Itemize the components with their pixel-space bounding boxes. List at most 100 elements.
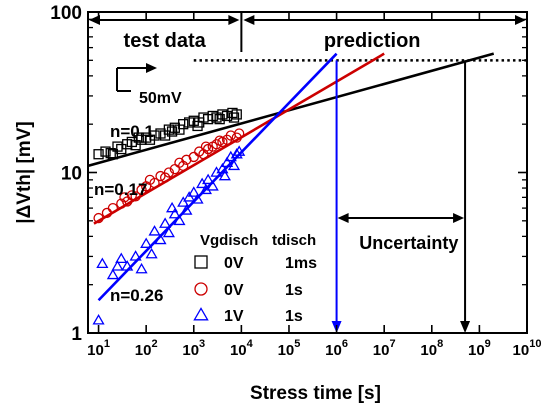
- data-point-square: [231, 109, 242, 120]
- x-axis-title: Stress time [s]: [250, 383, 381, 404]
- x-tick-label: 102: [135, 338, 158, 359]
- x-tick-label: 107: [373, 338, 396, 359]
- fit-line-triangle: [97, 52, 338, 302]
- data-point-triangle: [180, 204, 193, 215]
- data-point-circle: [163, 167, 175, 178]
- x-tick-label-base: 10: [420, 342, 437, 359]
- data-point-triangle: [199, 183, 212, 195]
- legend-header-vgdisch: Vgdisch: [200, 232, 258, 249]
- data-point-circle: [188, 151, 199, 163]
- data-point-triangle: [168, 207, 181, 219]
- x-tick-label: 106: [325, 338, 348, 359]
- data-point-circle: [181, 154, 192, 165]
- legend-vgdisch-square: 0V: [224, 255, 244, 272]
- data-point-triangle: [227, 159, 241, 171]
- x-tick-label: 108: [420, 338, 443, 359]
- prediction-arrow-head-right: [515, 15, 526, 25]
- data-point-triangle: [111, 260, 124, 271]
- data-point-triangle: [106, 268, 119, 280]
- x-tick-label-exponent: 5: [294, 338, 300, 350]
- data-point-circle: [126, 190, 137, 201]
- x-tick-label-base: 10: [182, 342, 199, 359]
- scale-bar-arrow-head: [146, 63, 157, 73]
- data-point-triangle: [165, 201, 179, 213]
- data-point-triangle: [218, 169, 231, 181]
- legend-marker-triangle: [193, 307, 209, 321]
- plot-frame: [87, 11, 528, 334]
- x-tick-label-base: 10: [230, 342, 247, 359]
- x-tick-label: 1010: [513, 338, 542, 359]
- annotations: test data prediction 50mV Uncertainty n=0.1 n…: [89, 12, 526, 333]
- x-tick-label-exponent: 1: [104, 338, 110, 350]
- x-tick-label-base: 10: [373, 342, 390, 359]
- data-point-circle: [155, 170, 166, 182]
- data-point-square: [211, 112, 222, 123]
- data-point-square: [166, 126, 178, 137]
- data-point-triangle: [202, 173, 215, 185]
- black-prediction-arrow-head: [460, 321, 471, 333]
- data-point-square: [207, 110, 218, 122]
- x-tick-label-exponent: 7: [389, 338, 395, 350]
- uncertainty-arrow-head-right: [453, 213, 465, 223]
- test-data-label: test data: [124, 30, 207, 52]
- data-point-triangle: [159, 217, 172, 228]
- plot-area: [88, 52, 527, 325]
- x-tick-label-exponent: 4: [247, 338, 254, 350]
- data-point-triangle: [145, 247, 158, 259]
- legend: Vgdisch tdisch 0V 1ms 0V 1s 1V 1s: [193, 232, 317, 325]
- data-point-square: [130, 140, 141, 151]
- x-tick-label-exponent: 2: [151, 338, 157, 350]
- data-point-square: [149, 130, 160, 141]
- data-point-square: [221, 110, 233, 122]
- data-point-square: [174, 124, 185, 135]
- data-point-triangle: [177, 196, 190, 207]
- x-tick-label-exponent: 6: [342, 338, 348, 350]
- data-point-triangle: [148, 225, 161, 236]
- plot-border: [87, 11, 528, 334]
- data-point-triangle: [115, 252, 128, 264]
- axes: 101 102 103 104 105 106 107 108 109 1010110100Str…: [14, 3, 541, 404]
- fit-label-square: n=0.1: [110, 122, 154, 141]
- scale-bar-label: 50mV: [139, 90, 182, 107]
- x-tick-label-base: 10: [278, 342, 295, 359]
- data-point-circle: [211, 139, 222, 150]
- data-point-square: [178, 119, 189, 130]
- y-tick-label: 100: [50, 3, 82, 24]
- legend-tdisch-square: 1ms: [285, 255, 317, 272]
- data-point-square: [192, 120, 203, 132]
- series-square: [93, 107, 242, 160]
- legend-header-tdisch: tdisch: [272, 232, 316, 249]
- data-point-circle: [144, 174, 156, 185]
- x-tick-label: 109: [468, 338, 491, 359]
- data-point-square: [100, 146, 111, 157]
- uncertainty-label: Uncertainty: [359, 233, 458, 253]
- data-point-triangle: [140, 237, 153, 248]
- data-point-triangle: [92, 314, 105, 325]
- data-point-triangle: [210, 166, 223, 177]
- x-tick-label-base: 10: [87, 342, 104, 359]
- x-tick-label-base: 10: [468, 342, 485, 359]
- data-point-triangle: [96, 257, 109, 269]
- x-tick-label-exponent: 3: [199, 338, 205, 350]
- data-point-circle: [214, 135, 225, 146]
- y-axis-title: |ΔVth| [mV]: [14, 121, 35, 223]
- legend-marker-square: [194, 255, 208, 269]
- data-point-square: [105, 147, 116, 159]
- data-point-square: [188, 115, 199, 126]
- data-point-square: [163, 124, 175, 135]
- prediction-arrow-head-left: [243, 15, 255, 25]
- x-tick-label: 103: [182, 338, 205, 359]
- y-tick-label: 10: [61, 164, 82, 185]
- data-point-circle: [119, 192, 130, 203]
- test-data-arrow-head-left: [89, 15, 100, 25]
- data-point-square: [228, 112, 240, 123]
- legend-tdisch-circle: 1s: [285, 282, 303, 299]
- x-tick-label: 101: [87, 338, 110, 359]
- x-tick-label-exponent: 10: [529, 338, 541, 350]
- x-tick-label-exponent: 9: [485, 338, 491, 350]
- test-data-arrow-head-right: [228, 15, 240, 25]
- data-point-triangle: [135, 262, 148, 274]
- x-tick-label-exponent: 8: [437, 338, 443, 350]
- data-point-square: [214, 113, 225, 125]
- fit-label-circle: n=0.17: [94, 180, 147, 199]
